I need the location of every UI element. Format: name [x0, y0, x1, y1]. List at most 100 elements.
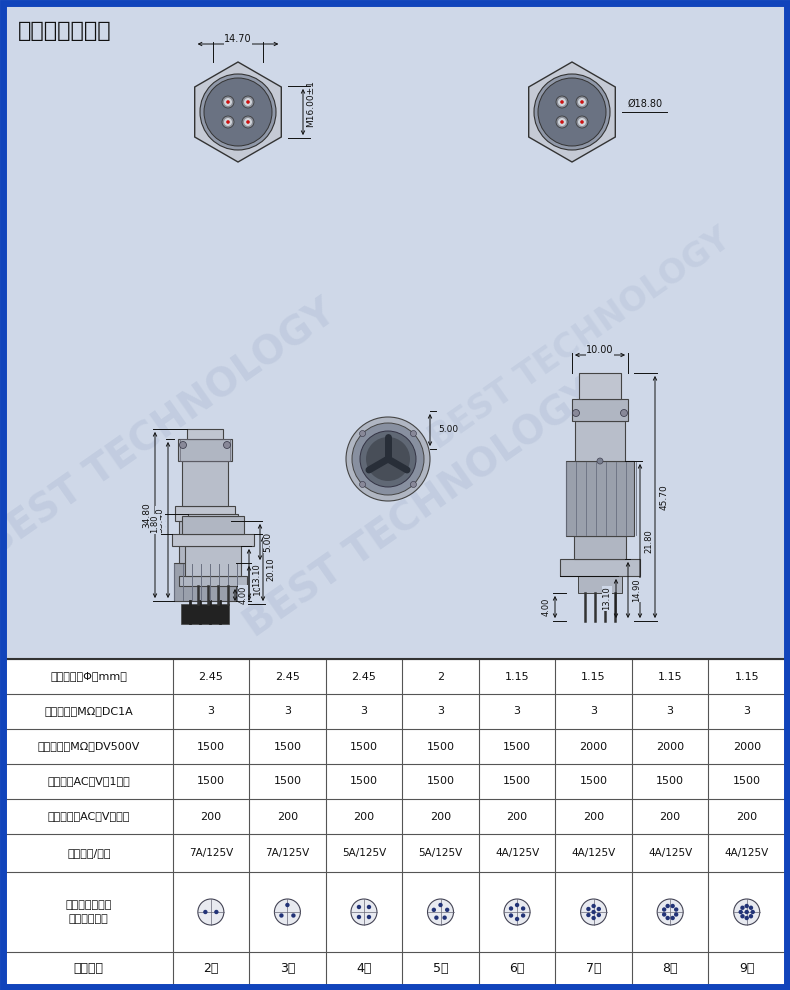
- Circle shape: [538, 78, 606, 146]
- Text: 1500: 1500: [273, 776, 302, 786]
- Text: 4.00: 4.00: [541, 598, 551, 616]
- Circle shape: [597, 458, 603, 464]
- Text: 21.80: 21.80: [645, 529, 653, 552]
- Circle shape: [580, 100, 584, 104]
- Circle shape: [357, 915, 361, 919]
- Circle shape: [509, 914, 514, 918]
- Circle shape: [581, 899, 607, 925]
- Circle shape: [657, 899, 683, 925]
- Text: 3: 3: [360, 707, 367, 717]
- Text: 14.70: 14.70: [224, 34, 252, 44]
- FancyBboxPatch shape: [172, 534, 254, 546]
- Circle shape: [580, 120, 584, 124]
- Text: 1500: 1500: [580, 776, 608, 786]
- Circle shape: [242, 116, 254, 128]
- Text: 9芯: 9芯: [739, 962, 754, 975]
- FancyBboxPatch shape: [188, 514, 238, 516]
- Text: 4A/125V: 4A/125V: [648, 848, 692, 858]
- Circle shape: [360, 431, 416, 487]
- Circle shape: [411, 431, 416, 437]
- Text: 34.80: 34.80: [142, 502, 152, 528]
- FancyBboxPatch shape: [572, 399, 628, 421]
- Text: 2.45: 2.45: [352, 671, 376, 681]
- FancyBboxPatch shape: [179, 521, 231, 563]
- Circle shape: [674, 913, 679, 917]
- Text: 200: 200: [583, 812, 604, 822]
- Circle shape: [222, 116, 234, 128]
- Circle shape: [515, 917, 519, 922]
- Circle shape: [521, 914, 525, 918]
- Circle shape: [274, 899, 300, 925]
- Text: 接触阻抗（MΩ）DC1A: 接触阻抗（MΩ）DC1A: [44, 707, 134, 717]
- Circle shape: [431, 908, 436, 912]
- Text: 7A/125V: 7A/125V: [265, 848, 310, 858]
- Circle shape: [674, 907, 679, 912]
- Text: 4.00: 4.00: [239, 586, 247, 604]
- Circle shape: [671, 916, 675, 921]
- Circle shape: [596, 913, 601, 917]
- Text: 4芯: 4芯: [356, 962, 371, 975]
- Circle shape: [578, 118, 586, 126]
- Circle shape: [744, 916, 749, 920]
- Circle shape: [352, 423, 424, 495]
- Text: 绝缘阻抗（MΩ）DV500V: 绝缘阻抗（MΩ）DV500V: [38, 742, 140, 751]
- Text: 1500: 1500: [427, 776, 454, 786]
- Circle shape: [179, 442, 186, 448]
- Circle shape: [246, 100, 250, 104]
- FancyBboxPatch shape: [575, 421, 625, 461]
- Text: Ø18.80: Ø18.80: [628, 99, 663, 109]
- Circle shape: [204, 78, 272, 146]
- Text: 200: 200: [660, 812, 681, 822]
- Text: 1500: 1500: [656, 776, 684, 786]
- FancyBboxPatch shape: [560, 559, 640, 576]
- Circle shape: [359, 431, 366, 437]
- Circle shape: [671, 904, 675, 908]
- Text: 1500: 1500: [503, 742, 531, 751]
- Text: 1500: 1500: [197, 776, 225, 786]
- FancyBboxPatch shape: [182, 516, 244, 534]
- Text: 3: 3: [437, 707, 444, 717]
- Text: 1.15: 1.15: [658, 671, 683, 681]
- Text: 5.00: 5.00: [264, 532, 273, 552]
- Text: 5芯: 5芯: [433, 962, 448, 975]
- Text: 8芯: 8芯: [663, 962, 678, 975]
- Circle shape: [558, 98, 566, 106]
- Circle shape: [435, 916, 438, 920]
- Text: 2.45: 2.45: [275, 671, 300, 681]
- Text: 4A/125V: 4A/125V: [495, 848, 540, 858]
- FancyBboxPatch shape: [175, 506, 235, 521]
- Circle shape: [744, 910, 749, 914]
- Circle shape: [573, 410, 580, 417]
- Text: 45.70: 45.70: [660, 484, 668, 510]
- Circle shape: [279, 914, 284, 918]
- Text: 200: 200: [736, 812, 758, 822]
- Circle shape: [556, 96, 568, 108]
- Circle shape: [620, 410, 627, 417]
- Circle shape: [749, 914, 753, 919]
- Text: 5.00: 5.00: [438, 425, 458, 434]
- Circle shape: [367, 915, 371, 919]
- Text: 14.90: 14.90: [633, 578, 641, 602]
- Text: 2000: 2000: [580, 742, 608, 751]
- Circle shape: [244, 118, 252, 126]
- Circle shape: [244, 98, 252, 106]
- FancyBboxPatch shape: [179, 576, 247, 586]
- Circle shape: [366, 437, 410, 481]
- Circle shape: [367, 905, 371, 909]
- Text: 1.15: 1.15: [735, 671, 759, 681]
- Circle shape: [586, 907, 591, 911]
- Text: 4A/125V: 4A/125V: [571, 848, 615, 858]
- Circle shape: [411, 481, 416, 487]
- Circle shape: [592, 916, 596, 920]
- Circle shape: [592, 910, 596, 914]
- Text: 耐电压（AC、V）1分钟: 耐电压（AC、V）1分钟: [47, 776, 130, 786]
- Text: 33.40: 33.40: [156, 507, 164, 533]
- Circle shape: [744, 904, 749, 908]
- Text: 接触对排列分布
从针的方向看: 接触对排列分布 从针的方向看: [66, 900, 112, 924]
- Circle shape: [357, 905, 361, 909]
- Text: 3: 3: [590, 707, 597, 717]
- Polygon shape: [529, 62, 615, 162]
- FancyBboxPatch shape: [578, 576, 622, 593]
- Text: 7A/125V: 7A/125V: [189, 848, 233, 858]
- Circle shape: [359, 481, 366, 487]
